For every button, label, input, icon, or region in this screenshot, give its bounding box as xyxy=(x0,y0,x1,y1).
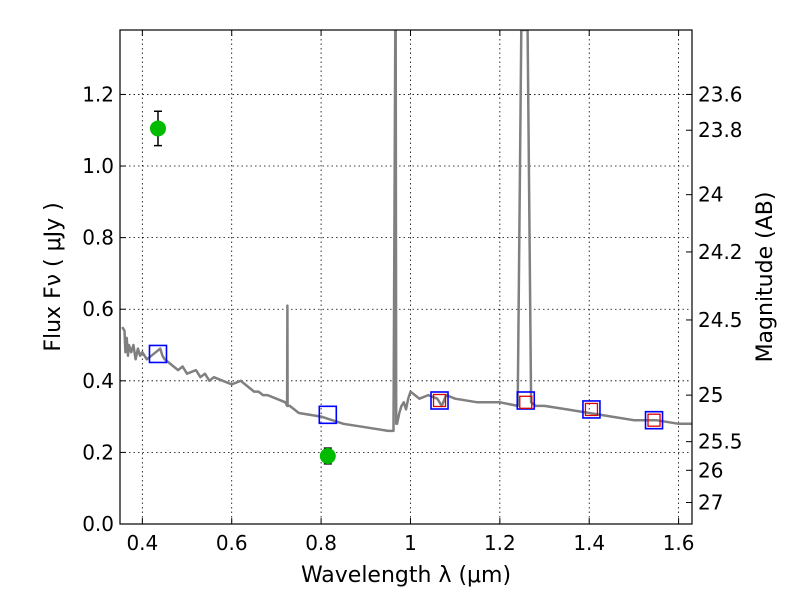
right-tick-label: 24 xyxy=(698,183,723,207)
x-tick-label: 0.8 xyxy=(305,531,337,555)
right-tick-label: 23.8 xyxy=(698,118,743,142)
model-square xyxy=(582,400,601,419)
axis-ticks: 0.4 0.6 0.8 1 1.2 1.4 1.6 0.0 0.2 0.4 0.6 0.8 1.0 1.2… xyxy=(82,30,743,555)
observed-square xyxy=(584,402,599,417)
y-tick-label: 1.0 xyxy=(82,154,114,178)
spectrum-series xyxy=(121,30,692,433)
x-tick-label: 0.4 xyxy=(126,531,158,555)
x-axis-label: Wavelength λ (μm) xyxy=(301,563,511,588)
y-tick-label: 0.2 xyxy=(82,440,114,464)
y-axis-label: Flux Fν ( μJy ) xyxy=(41,202,66,351)
model-square xyxy=(516,391,536,410)
y-tick-label: 0.8 xyxy=(82,226,114,250)
right-tick-label: 26 xyxy=(698,458,723,482)
photometry-point xyxy=(149,120,166,137)
y-tick-label: 1.2 xyxy=(82,82,114,106)
observed-square xyxy=(519,395,533,409)
model-square xyxy=(148,344,168,364)
model-square xyxy=(318,405,338,425)
y-tick-label: 0.4 xyxy=(82,369,114,393)
x-tick-label: 1.2 xyxy=(484,531,516,555)
observed-square xyxy=(647,413,661,427)
right-tick-label: 23.6 xyxy=(698,82,743,106)
right-tick-label: 24.2 xyxy=(698,240,743,264)
photometry-point xyxy=(319,447,336,464)
right-tick-label: 25 xyxy=(698,383,723,407)
model-square xyxy=(430,391,449,410)
right-tick-label: 25.5 xyxy=(698,430,743,454)
right-tick-label: 24.5 xyxy=(698,308,743,332)
model-square xyxy=(644,410,664,430)
x-tick-label: 0.6 xyxy=(216,531,248,555)
y-tick-label: 0.6 xyxy=(82,297,114,321)
plot-frame xyxy=(119,29,693,525)
right-tick-label: 27 xyxy=(698,491,723,515)
y-tick-label: 0.0 xyxy=(82,512,114,536)
x-tick-label: 1.4 xyxy=(573,531,605,555)
markers xyxy=(148,110,664,465)
spectrum-line xyxy=(121,30,692,433)
observed-square xyxy=(432,393,447,408)
grid-lines xyxy=(120,30,692,525)
x-tick-label: 1.6 xyxy=(663,531,695,555)
right-axis-label: Magnitude (AB) xyxy=(753,192,778,363)
x-tick-label: 1 xyxy=(404,531,417,555)
